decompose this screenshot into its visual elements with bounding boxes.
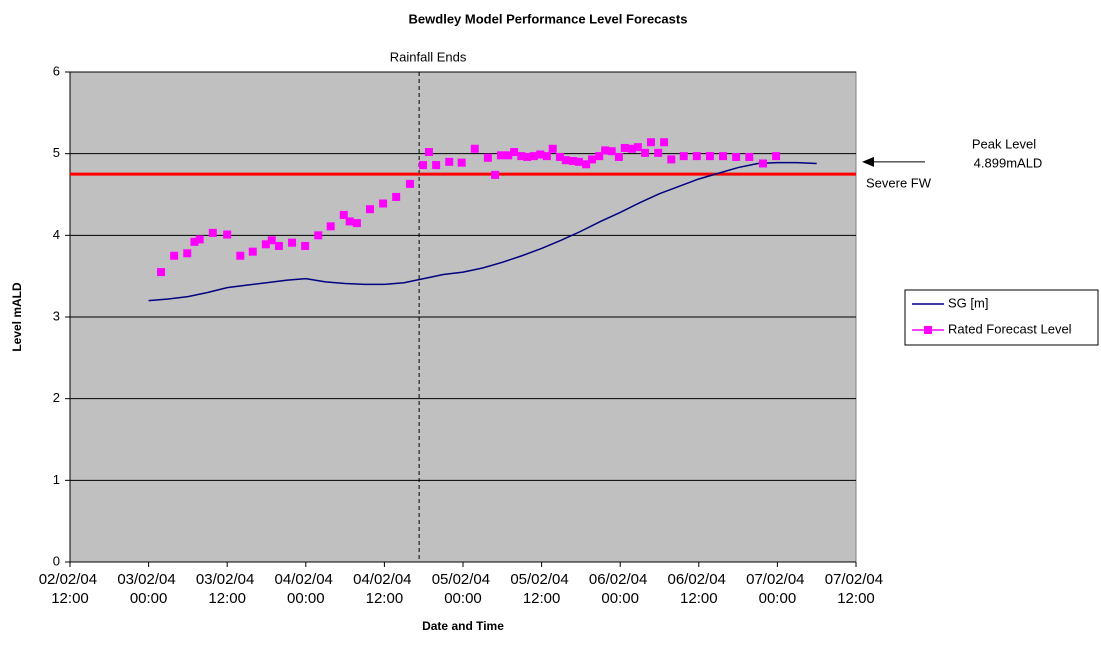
forecast-point xyxy=(620,143,629,152)
forecast-point xyxy=(483,153,492,162)
forecast-point xyxy=(772,152,781,161)
forecast-point xyxy=(405,179,414,188)
forecast-point xyxy=(470,144,479,153)
x-tick-label: 06/02/04 00:00 xyxy=(589,571,652,607)
y-tick-label: 2 xyxy=(53,390,60,405)
forecast-point xyxy=(157,268,166,277)
forecast-point xyxy=(504,151,513,160)
forecast-point xyxy=(352,219,361,228)
forecast-point xyxy=(183,249,192,258)
forecast-point xyxy=(288,238,297,247)
forecast-point xyxy=(190,237,199,246)
forecast-point xyxy=(574,157,583,166)
forecast-point xyxy=(510,148,519,157)
forecast-point xyxy=(236,251,245,260)
forecast-point xyxy=(548,144,557,153)
x-tick-label: 05/02/04 12:00 xyxy=(510,571,573,607)
y-tick-label: 6 xyxy=(53,63,60,78)
forecast-point xyxy=(223,230,232,239)
forecast-point xyxy=(424,148,433,157)
x-tick-label: 03/02/04 00:00 xyxy=(117,571,180,607)
legend-marker xyxy=(924,326,932,334)
forecast-point xyxy=(248,247,257,256)
forecast-point xyxy=(261,240,270,249)
forecast-point xyxy=(660,138,669,147)
y-tick-label: 4 xyxy=(53,227,60,242)
peak-label: Peak Level xyxy=(972,136,1036,151)
forecast-point xyxy=(445,157,454,166)
forecast-point xyxy=(542,152,551,161)
severe-label: Severe FW xyxy=(866,176,932,191)
forecast-point xyxy=(614,152,623,161)
forecast-point xyxy=(274,241,283,250)
legend-label: SG [m] xyxy=(948,295,988,310)
forecast-point xyxy=(679,152,688,161)
forecast-point xyxy=(588,155,597,164)
forecast-point xyxy=(365,205,374,214)
forecast-point xyxy=(419,161,428,170)
forecast-point xyxy=(633,143,642,152)
x-tick-label: 05/02/04 00:00 xyxy=(432,571,495,607)
forecast-point xyxy=(496,151,505,160)
forecast-point xyxy=(208,228,217,237)
forecast-point xyxy=(719,152,728,161)
y-tick-label: 0 xyxy=(53,553,60,568)
rainfall-label: Rainfall Ends xyxy=(390,49,467,64)
x-tick-label: 07/02/04 00:00 xyxy=(746,571,809,607)
forecast-point xyxy=(314,231,323,240)
x-tick-label: 03/02/04 12:00 xyxy=(196,571,259,607)
forecast-point xyxy=(301,241,310,250)
forecast-point xyxy=(345,217,354,226)
forecast-point xyxy=(170,251,179,260)
forecast-point xyxy=(536,150,545,159)
forecast-point xyxy=(339,210,348,219)
peak-label: 4.899mALD xyxy=(974,155,1043,170)
x-tick-label: 04/02/04 12:00 xyxy=(353,571,416,607)
forecast-point xyxy=(705,152,714,161)
y-axis-label: Level mALD xyxy=(10,282,24,352)
forecast-point xyxy=(326,222,335,231)
x-tick-label: 07/02/04 12:00 xyxy=(825,571,888,607)
y-tick-label: 3 xyxy=(53,308,60,323)
forecast-point xyxy=(555,152,564,161)
forecast-point xyxy=(523,152,532,161)
forecast-point xyxy=(745,152,754,161)
forecast-point xyxy=(667,155,676,164)
forecast-point xyxy=(529,152,538,161)
forecast-point xyxy=(641,148,650,157)
forecast-point xyxy=(432,161,441,170)
forecast-point xyxy=(569,157,578,166)
forecast-point xyxy=(457,158,466,167)
forecast-point xyxy=(595,152,604,161)
forecast-point xyxy=(601,146,610,155)
sg-line xyxy=(148,161,817,302)
y-tick-label: 1 xyxy=(53,472,60,487)
forecast-point xyxy=(627,144,636,153)
forecast-point xyxy=(517,152,526,161)
legend-label: Rated Forecast Level xyxy=(948,321,1072,336)
forecast-point xyxy=(692,152,701,161)
x-tick-label: 06/02/04 12:00 xyxy=(668,571,731,607)
forecast-point xyxy=(582,160,591,169)
forecast-point xyxy=(379,199,388,208)
y-tick-label: 5 xyxy=(53,145,60,160)
forecast-point xyxy=(732,152,741,161)
forecast-point xyxy=(491,170,500,179)
forecast-point xyxy=(392,192,401,201)
forecast-point xyxy=(646,138,655,147)
x-axis-label: Date and Time xyxy=(422,619,504,633)
chart-title: Bewdley Model Performance Level Forecast… xyxy=(409,11,688,26)
forecast-point xyxy=(561,156,570,165)
peak-arrow-head xyxy=(862,156,874,167)
x-tick-label: 04/02/04 00:00 xyxy=(275,571,338,607)
forecast-point xyxy=(195,235,204,244)
legend-box xyxy=(904,289,1099,346)
forecast-point xyxy=(654,148,663,157)
forecast-point xyxy=(758,159,767,168)
forecast-point xyxy=(607,147,616,156)
forecast-point xyxy=(267,236,276,245)
x-tick-label: 02/02/04 12:00 xyxy=(39,571,102,607)
